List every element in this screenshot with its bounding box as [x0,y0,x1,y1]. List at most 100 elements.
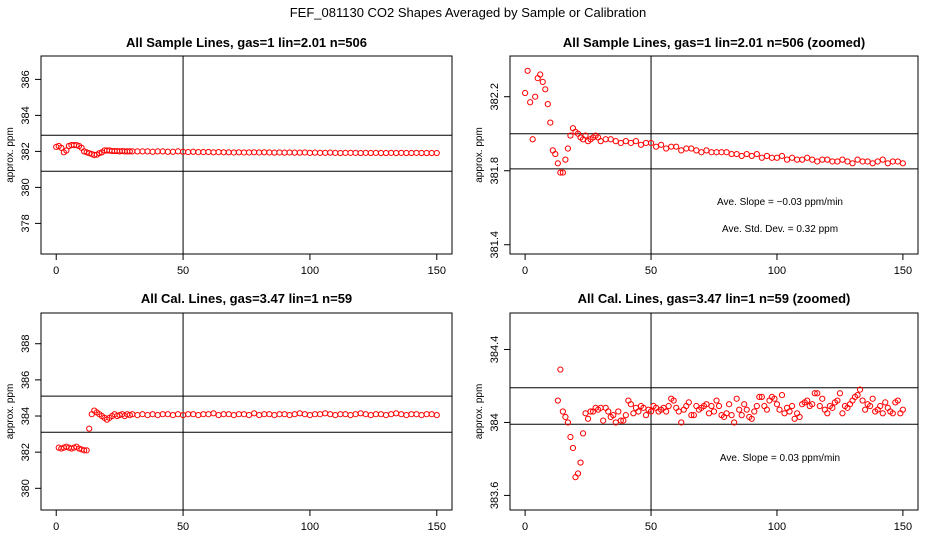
data-point [899,160,906,167]
x-tick-label: 100 [768,521,786,533]
data-point [433,412,440,419]
data-point [663,408,670,415]
data-point [139,148,146,155]
data-point [597,138,604,145]
data-point [713,397,720,404]
data-point [620,417,627,424]
x-tick-label: 150 [428,265,446,277]
data-point [220,149,227,156]
data-point [240,149,248,156]
data-point [771,395,778,402]
data-point [261,149,268,156]
data-point [357,149,364,157]
data-point [362,411,369,418]
data-point [673,404,680,411]
data-point [276,149,283,156]
annotation-text: Ave. Slope = 0.03 ppm/min [720,453,840,464]
y-tick-label: 380 [20,479,32,497]
data-point [286,149,293,156]
data-point [408,149,415,157]
data-point [200,149,207,156]
data-point [316,411,324,418]
data-point [245,149,253,156]
data-point [630,410,637,417]
data-point [256,149,263,156]
data-point [693,147,700,154]
data-point [796,413,803,421]
data-point [266,411,273,418]
data-point [352,149,359,156]
y-axis-label: approx. ppm [474,127,485,183]
data-point [169,148,177,155]
data-point [728,150,735,158]
data-point [715,402,723,410]
data-point [388,149,395,156]
data-point [301,149,308,156]
data-point [688,412,695,419]
data-point [622,412,629,419]
data-point [306,149,314,156]
data-point [894,158,901,165]
data-point [154,148,161,155]
data-point [195,149,202,156]
y-tick-label: 384 [20,407,32,425]
data-point [602,404,609,411]
data-point [854,391,861,399]
x-tick-label: 100 [301,265,319,277]
data-point [703,147,710,154]
data-point [86,425,93,432]
data-point [210,149,217,156]
data-point [778,152,786,160]
data-point [149,411,156,418]
data-point [884,160,891,167]
data-point [522,89,529,97]
data-point [584,415,592,422]
data-point [731,419,738,426]
data-point [579,430,587,437]
data-point [251,410,258,417]
data-point [281,411,288,418]
data-point [271,412,278,419]
data-point [600,417,607,424]
data-point [332,412,339,419]
data-point [557,169,564,176]
data-point [856,386,864,393]
data-point [685,399,692,406]
data-point [763,152,770,160]
data-point [372,411,379,418]
data-point [612,138,619,145]
data-point [582,410,589,417]
data-point [788,154,796,161]
data-point [698,149,705,156]
data-point [352,411,359,418]
data-point [809,156,816,163]
data-point [174,148,182,155]
data-point [81,447,88,454]
data-point [693,402,700,410]
data-point [768,154,776,161]
data-point [562,156,569,163]
data-point [625,397,632,404]
data-point [670,397,677,404]
y-tick-label: 384.4 [489,336,501,364]
y-axis-label: approx. ppm [5,384,16,440]
data-point [534,75,541,82]
data-point [347,412,354,419]
data-point [829,404,836,411]
data-point [388,411,395,418]
data-point [554,160,561,167]
data-point [708,149,715,156]
data-point [778,391,786,399]
data-point [799,156,806,163]
data-point [663,145,670,152]
data-point [846,401,854,408]
data-point [408,411,415,418]
data-point [225,149,232,156]
data-point [539,78,546,86]
data-point [542,86,549,93]
data-point [200,411,207,418]
data-point [159,148,166,155]
data-point [647,139,655,147]
data-point [382,412,390,419]
data-point [627,139,634,147]
